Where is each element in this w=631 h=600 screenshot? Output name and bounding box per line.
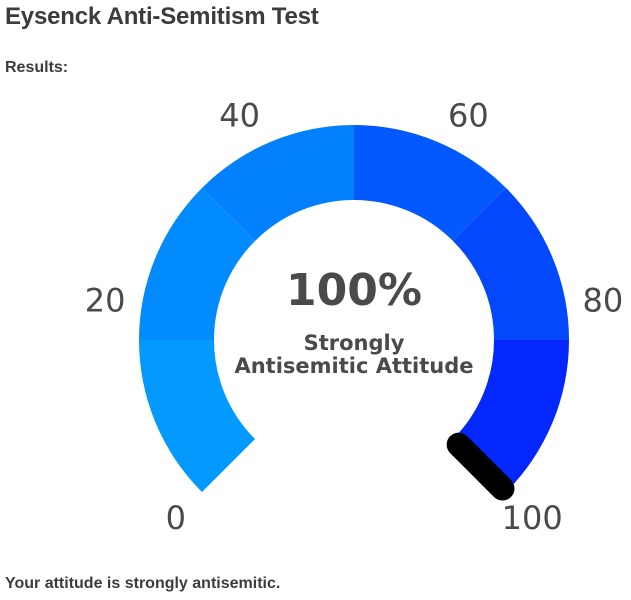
gauge-tick-label: 0 (166, 499, 186, 537)
gauge-needle-bar (446, 432, 515, 501)
gauge-segment (354, 125, 507, 242)
gauge-segment (139, 187, 256, 340)
gauge-segment (139, 340, 256, 493)
gauge-tick-label: 20 (85, 282, 126, 320)
gauge-segments (139, 125, 569, 493)
score-value: 100% (286, 265, 422, 316)
gauge-segment (201, 125, 354, 242)
gauge-tick-label: 40 (219, 96, 260, 134)
gauge-tick-label: 60 (448, 96, 489, 134)
score-caption-line2: Antisemitic Attitude (234, 354, 473, 378)
gauge-tick-label: 80 (583, 282, 624, 320)
gauge-needle (446, 432, 515, 501)
gauge-tick-label: 100 (502, 499, 563, 537)
gauge-segment (452, 187, 569, 340)
score-caption-line1: Strongly (304, 331, 405, 355)
page-title: Eysenck Anti-Semitism Test (5, 3, 319, 30)
result-conclusion: Your attitude is strongly antisemitic. (5, 575, 281, 592)
results-label: Results: (5, 59, 69, 76)
gauge-tick-labels: 0 20 40 60 80 100 (85, 96, 624, 537)
